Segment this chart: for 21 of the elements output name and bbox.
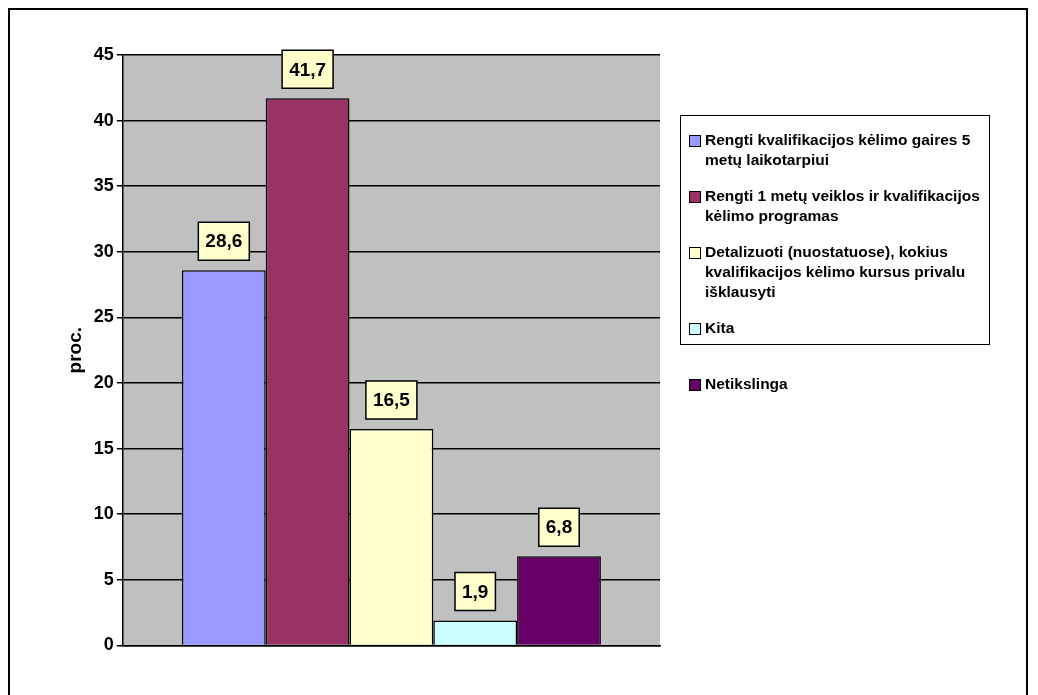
legend-label: Netikslinga [705,374,788,394]
legend-label: Kita [705,318,735,338]
y-tick-label: 25 [93,306,114,327]
y-tick-label: 30 [93,240,114,261]
y-tick-label: 5 [103,568,114,589]
data-label: 16,5 [372,389,411,411]
legend-label: Detalizuoti (nuostatuose), kokius kvalifikacijos kėlimo kursus privalu išklausyti [705,242,967,302]
y-tick-label: 0 [103,634,114,655]
data-label: 6,8 [545,516,573,538]
y-tick-label: 40 [93,109,114,130]
data-label: 28,6 [205,230,243,252]
y-tick-label: 35 [93,175,114,196]
y-tick-label: 15 [93,437,114,458]
data-label: 41,7 [289,58,327,80]
y-axis-title: proc. [63,326,85,374]
legend-label: Rengti 1 metų veiklos ir kvalifikacijos kėlimo programas [705,186,981,226]
y-tick-label: 20 [93,371,114,392]
y-tick-label: 45 [93,43,114,64]
legend-label: Rengti kvalifikacijos kėlimo gaires 5 metų laikotarpiui [705,130,972,170]
y-tick-label: 10 [93,503,114,524]
data-label: 1,9 [462,580,489,602]
